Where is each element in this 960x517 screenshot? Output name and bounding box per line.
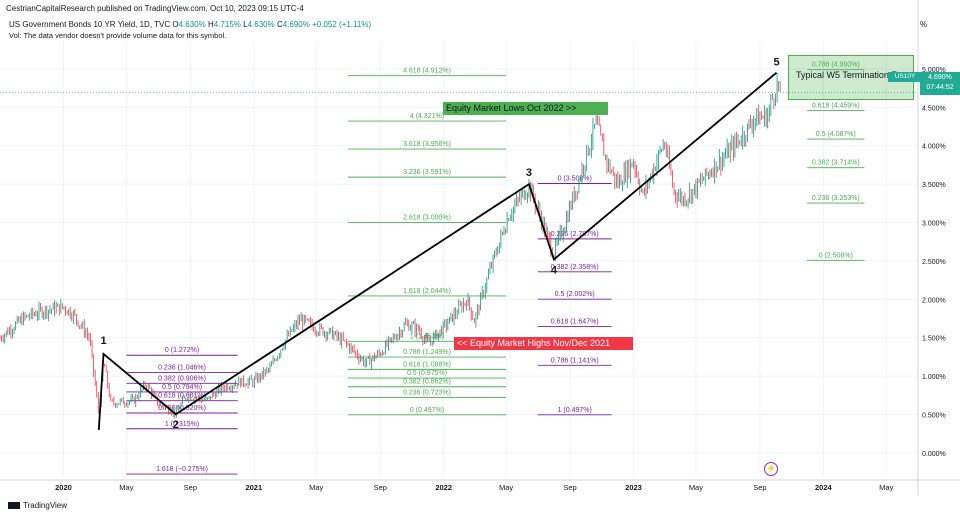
fib-level-label: 0 (1.272%): [165, 347, 199, 354]
fib-level-label: 3.236 (3.591%): [403, 169, 451, 176]
wave-label: 4: [551, 264, 558, 276]
x-tick-label: 2022: [435, 483, 452, 492]
fib-level-label: 0.382 (3.714%): [812, 160, 860, 167]
x-tick-label: 2020: [55, 483, 72, 492]
wave-label: 5: [773, 57, 779, 69]
fib-level-label: 0.236 (3.253%): [812, 195, 860, 202]
wave-label: 2: [173, 419, 179, 431]
low-value: 4.630%: [247, 20, 275, 29]
change-value: +0.052 (+1.11%): [312, 20, 372, 29]
wave-label: 3: [526, 167, 532, 179]
elliott-wave-lines: 1 2 3 4 5: [97, 57, 780, 431]
y-tick-label: 2.500%: [922, 259, 946, 266]
x-tick-label: May: [879, 483, 893, 492]
high-value: 4.715%: [213, 20, 241, 29]
low-label: L: [243, 20, 248, 29]
symbol-legend[interactable]: US Government Bonds 10 YR Yield, 1D, TVC…: [9, 20, 371, 29]
x-tick-label: Sep: [753, 483, 766, 492]
last-price-tag: 4.690% 07:44:52: [920, 72, 960, 95]
fib-level-label: 0 (3.508%): [558, 175, 592, 182]
x-tick-label: May: [309, 483, 323, 492]
tradingview-logo-icon: [8, 502, 20, 510]
y-tick-label: 4.500%: [922, 105, 946, 112]
chart-axes: 0.000% 0.500% 1.000% 1.500% 2.000% 2.500% 3.00…: [0, 0, 960, 496]
footer-brand[interactable]: TradingView: [8, 501, 67, 510]
fib-level-label: 0.786 (4.990%): [812, 62, 860, 69]
fibonacci-levels: 0 (1.272%) 0.236 (1.046%) 0.382 (0.906%) 0.…: [126, 62, 865, 475]
fib-level-label: 0.786 (1.249%): [403, 349, 451, 356]
x-tick-label: Sep: [374, 483, 387, 492]
close-label: C: [276, 20, 283, 29]
high-label: H: [207, 20, 214, 29]
y-tick-label: 1.500%: [922, 336, 946, 343]
fib-level-label: 0.618 (4.459%): [812, 102, 860, 109]
fib-level-label: 0.382 (2.358%): [551, 264, 599, 271]
equity-highs-callout: << Equity Market Highs Nov/Dec 2021: [454, 337, 633, 350]
fib-level-label: 0 (0.497%): [410, 407, 444, 414]
equity-lows-callout: Equity Market Lows Oct 2022 >>: [443, 102, 608, 115]
w5-termination-label: Typical W5 Termination Zone: [796, 70, 912, 80]
last-price-value: 4.690%: [928, 74, 952, 81]
y-tick-label: 5.000%: [922, 67, 946, 74]
fib-level-label: 0.5 (2.002%): [555, 291, 595, 298]
fib-level-label: 2.618 (3.000%): [403, 215, 451, 222]
open-value: 4.630%: [178, 20, 206, 29]
y-tick-label: 2.000%: [922, 297, 946, 304]
fib-level-label: 0.618 (1.088%): [403, 361, 451, 368]
y-tick-label: 3.500%: [922, 182, 946, 189]
wave-path: [97, 72, 778, 430]
fib-level-label: 3.618 (3.956%): [403, 141, 451, 148]
y-tick-label: 4.000%: [922, 144, 946, 151]
lightning-icon[interactable]: ⚡: [764, 462, 778, 476]
fib-level-label: 0.5 (0.794%): [162, 384, 202, 391]
y-tick-label: 0.000%: [922, 451, 946, 458]
wave-label: 1: [100, 335, 106, 347]
y-tick-label: 3.000%: [922, 221, 946, 228]
fib-level-label: 4 (4.321%): [410, 113, 444, 120]
fib-level-label: 0.5 (0.975%): [407, 370, 447, 377]
fib-level-label: 1 (1.453%): [410, 333, 444, 340]
fib-level-label: 0.236 (1.046%): [158, 365, 206, 372]
fib-level-label: 4.618 (4.912%): [403, 68, 451, 75]
fib-level-label: 0.786 (0.520%): [158, 405, 206, 412]
bar-countdown: 07:44:52: [926, 84, 954, 91]
fib-level-label: 0.618 (1.647%): [551, 318, 599, 325]
fib-level-label: 0 (2.508%): [819, 252, 853, 259]
fib-level-label: 1 (0.315%): [165, 421, 199, 428]
symbol-title: US Government Bonds 10 YR Yield, 1D, TVC: [9, 20, 171, 29]
y-tick-label: 1.000%: [922, 374, 946, 381]
x-tick-label: May: [689, 483, 703, 492]
x-tick-label: 2024: [815, 483, 833, 492]
x-tick-label: May: [119, 483, 133, 492]
fib-level-label: 0.236 (2.787%): [551, 231, 599, 238]
fib-level-label: 1 (0.497%): [558, 407, 592, 414]
symbol-badge: US10Y: [888, 72, 922, 82]
fib-level-label: 0.382 (0.862%): [403, 379, 451, 386]
fib-level-label: 1.618 (2.044%): [403, 288, 451, 295]
fib-level-label: 1.618 (−0.275%): [156, 466, 208, 473]
price-series: [0, 72, 781, 419]
fib-level-label: 0.382 (0.906%): [158, 375, 206, 382]
fib-level-label: 0.236 (0.723%): [403, 389, 451, 396]
brand-name: TradingView: [23, 501, 68, 510]
volume-note: Vol: The data vendor doesn't provide vol…: [9, 31, 227, 40]
publish-line: CestrianCapitalResearch published on Tra…: [6, 4, 304, 13]
y-tick-label: 0.500%: [922, 413, 946, 420]
x-tick-label: 2021: [245, 483, 262, 492]
open-label: O: [172, 20, 179, 29]
fib-level-label: 0.5 (4.087%): [816, 131, 856, 138]
x-tick-label: 2023: [625, 483, 642, 492]
close-value: 4.690%: [282, 20, 310, 29]
fib-level-label: 0.786 (1.141%): [551, 357, 599, 364]
percent-scale-button[interactable]: %: [920, 20, 928, 29]
x-tick-label: May: [499, 483, 513, 492]
x-tick-label: Sep: [563, 483, 576, 492]
fib-level-label: 0.618 (0.681%): [158, 393, 206, 400]
x-tick-label: Sep: [184, 483, 197, 492]
